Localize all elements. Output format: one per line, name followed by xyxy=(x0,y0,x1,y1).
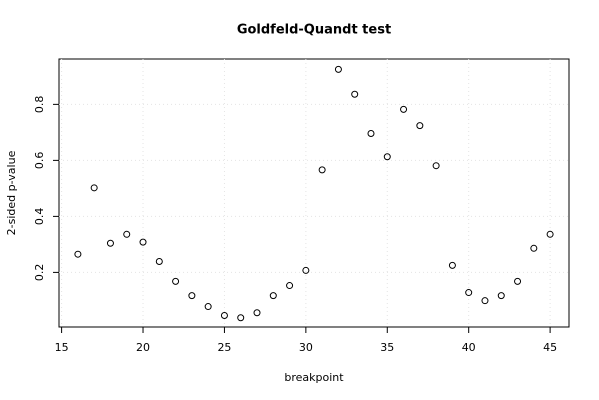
point xyxy=(172,277,180,285)
point xyxy=(546,230,554,238)
point xyxy=(318,166,326,174)
point xyxy=(432,162,440,170)
y-axis-label: 2-sided p-value xyxy=(5,150,18,235)
point xyxy=(286,282,294,290)
point xyxy=(351,90,359,98)
y-tick-label: 0.6 xyxy=(33,152,46,170)
point xyxy=(204,303,212,311)
point xyxy=(188,292,196,300)
point xyxy=(123,230,131,238)
point xyxy=(155,257,163,265)
x-tick-label: 15 xyxy=(55,341,69,354)
point xyxy=(74,250,82,258)
x-tick-label: 35 xyxy=(380,341,394,354)
x-tick-label: 20 xyxy=(136,341,150,354)
point xyxy=(481,297,489,305)
y-tick-label: 0.8 xyxy=(33,96,46,114)
x-axis-label: breakpoint xyxy=(284,371,344,384)
point xyxy=(139,238,147,246)
point xyxy=(253,309,261,317)
point xyxy=(497,292,505,300)
point xyxy=(448,261,456,269)
point xyxy=(334,65,342,73)
y-tick-label: 0.2 xyxy=(33,264,46,282)
point xyxy=(400,105,408,113)
plot-box xyxy=(58,58,570,328)
y-tick-label: 0.4 xyxy=(33,208,46,226)
x-tick-label: 30 xyxy=(299,341,313,354)
point xyxy=(514,277,522,285)
point xyxy=(465,289,473,297)
x-tick-label: 45 xyxy=(543,341,557,354)
point xyxy=(530,244,538,252)
point xyxy=(269,292,277,300)
chart-title: Goldfeld-Quandt test xyxy=(237,23,391,38)
x-tick-label: 40 xyxy=(462,341,476,354)
point xyxy=(220,312,228,320)
point xyxy=(106,239,114,247)
point xyxy=(416,122,424,130)
point xyxy=(90,184,98,192)
point xyxy=(302,266,310,274)
point xyxy=(367,129,375,137)
point xyxy=(383,153,391,161)
point xyxy=(237,314,245,322)
x-tick-label: 25 xyxy=(217,341,231,354)
